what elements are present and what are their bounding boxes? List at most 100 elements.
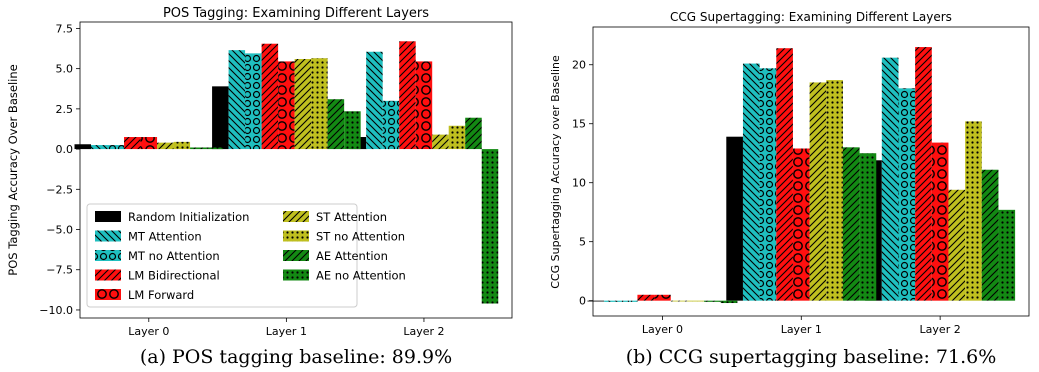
ccg-bar-st-attention-layer-2	[948, 189, 966, 301]
pos-legend-label-mt-no-attention: MT no Attention	[128, 249, 220, 263]
pos-bar-ae-no-attention-layer-1	[344, 111, 361, 150]
pos-y-tick-label: −5.0	[46, 224, 73, 237]
ccg-y-tick-label: 20	[572, 59, 586, 72]
ccg-plot-frame	[592, 26, 1030, 317]
ccg-bar-lm-forward-layer-1	[792, 148, 810, 301]
pos-bar-lm-bidirectional-layer-0	[124, 137, 141, 150]
pos-bar-lm-forward-layer-0	[140, 137, 158, 150]
pos-legend-swatch-st-no-attention	[283, 230, 309, 242]
pos-bar-lm-bidirectional-layer-1	[261, 43, 279, 150]
pos-chart-title: POS Tagging: Examining Different Layers	[163, 6, 429, 21]
pos-y-tick-label: 5.0	[56, 63, 74, 76]
ccg-bar-st-attention-layer-1	[809, 82, 827, 301]
pos-bar-ae-attention-layer-1	[327, 99, 345, 150]
pos-legend-swatch-ae-attention	[283, 250, 309, 261]
pos-bar-mt-no-attention-layer-1	[245, 53, 262, 150]
pos-legend-label-ae-no-attention: AE no Attention	[316, 269, 406, 283]
pos-bar-mt-attention-layer-2	[366, 51, 383, 150]
ccg-bar-st-no-attention-layer-2	[965, 121, 982, 301]
pos-legend-swatch-mt-no-attention	[95, 250, 121, 261]
pos-chart-panel: −10.0−7.5−5.0−2.50.02.55.07.5 Layer 0 Lay…	[6, 6, 513, 338]
ccg-x-tick-label: Layer 1	[781, 323, 822, 336]
ccg-bar-random-initialization-layer-1	[726, 136, 743, 301]
ccg-bar-st-no-attention-layer-1	[826, 80, 843, 301]
pos-bar-ae-no-attention-layer-2	[481, 149, 499, 304]
pos-legend-swatch-lm-forward	[95, 289, 121, 300]
ccg-bar-mt-attention-layer-1	[742, 63, 760, 301]
ccg-bar-mt-no-attention-layer-1	[759, 68, 777, 301]
pos-bar-lm-bidirectional-layer-2	[399, 41, 416, 150]
pos-legend-label-st-attention: ST Attention	[316, 210, 387, 224]
pos-legend-swatch-random-initialization	[95, 211, 121, 222]
ccg-bar-lm-forward-layer-2	[931, 142, 949, 301]
ccg-y-tick-label: 0	[579, 295, 586, 308]
ccg-bar-mt-no-attention-layer-2	[898, 88, 916, 301]
ccg-bar-st-no-attention-layer-0	[687, 300, 705, 302]
pos-x-tick-label: Layer 0	[128, 325, 169, 338]
ccg-bar-mt-no-attention-layer-0	[620, 300, 638, 302]
pos-legend-swatch-ae-no-attention	[283, 269, 309, 281]
pos-legend-label-lm-bidirectional: LM Bidirectional	[128, 269, 220, 283]
pos-legend: Random Initialization MT Attention MT no A…	[86, 203, 406, 308]
ccg-bar-random-initialization-layer-0	[587, 300, 605, 302]
pos-legend-box	[86, 203, 358, 308]
ccg-bar-mt-attention-layer-2	[881, 57, 899, 301]
ccg-chart-title: CCG Supertagging: Examining Different La…	[670, 10, 952, 24]
pos-legend-swatch-st-attention	[283, 211, 309, 222]
ccg-bar-ae-no-attention-layer-2	[998, 209, 1016, 301]
ccg-bar-ae-no-attention-layer-0	[720, 300, 738, 304]
pos-y-ticks: −10.0 −7.5 −5.0 −2.5 0.0 2.5 5.0 7.5	[39, 22, 80, 317]
pos-x-tick-label: Layer 2	[403, 325, 444, 338]
ccg-chart-panel: 0 5 10 15 20 Layer 0 Layer 1 Layer 2 CCG Super…	[549, 10, 1030, 336]
pos-bars	[74, 41, 499, 304]
pos-bar-st-no-attention-layer-1	[311, 58, 328, 150]
ccg-bar-lm-bidirectional-layer-2	[915, 47, 932, 301]
pos-bar-lm-forward-layer-2	[415, 61, 433, 150]
pos-legend-label-lm-forward: LM Forward	[128, 288, 194, 302]
caption-b: (b) CCG supertagging baseline: 71.6%	[626, 346, 997, 368]
caption-a: (a) POS tagging baseline: 89.9%	[140, 346, 452, 368]
ccg-bar-ae-attention-layer-1	[842, 147, 860, 301]
ccg-bar-lm-bidirectional-layer-1	[776, 48, 793, 301]
pos-legend-label-ae-attention: AE Attention	[316, 249, 388, 263]
ccg-y-tick-label: 10	[572, 177, 586, 190]
pos-bar-ae-attention-layer-2	[465, 117, 482, 150]
ccg-bar-ae-attention-layer-2	[981, 169, 999, 301]
ccg-x-tick-label: Layer 2	[920, 323, 961, 336]
pos-bar-ae-attention-layer-0	[190, 147, 207, 150]
pos-bar-st-attention-layer-0	[157, 142, 174, 150]
pos-legend-label-st-no-attention: ST no Attention	[316, 230, 405, 244]
ccg-bar-mt-attention-layer-0	[604, 300, 621, 302]
pos-bar-lm-forward-layer-1	[278, 61, 295, 150]
pos-legend-swatch-lm-bidirectional	[95, 269, 121, 281]
pos-y-tick-label: 0.0	[56, 143, 74, 156]
ccg-bar-ae-no-attention-layer-1	[859, 153, 877, 301]
pos-y-tick-label: −2.5	[46, 183, 73, 196]
pos-y-tick-label: 7.5	[56, 22, 74, 35]
pos-bar-mt-attention-layer-1	[228, 50, 246, 150]
pos-bar-mt-no-attention-layer-0	[107, 145, 125, 150]
ccg-bar-st-attention-layer-0	[670, 300, 688, 302]
pos-bar-mt-no-attention-layer-2	[382, 100, 400, 150]
ccg-bar-lm-bidirectional-layer-0	[637, 294, 655, 301]
ccg-y-tick-label: 15	[572, 118, 586, 131]
pos-y-tick-label: 2.5	[56, 103, 74, 116]
pos-y-tick-label: −7.5	[46, 264, 73, 277]
ccg-bar-lm-forward-layer-0	[654, 294, 671, 301]
pos-legend-label-random-initialization: Random Initialization	[128, 210, 249, 224]
ccg-y-axis-label: CCG Supertagging Accuracy over Baseline	[549, 55, 562, 289]
pos-x-tick-label: Layer 1	[266, 325, 307, 338]
pos-bar-st-attention-layer-1	[294, 59, 312, 150]
pos-y-tick-label: −10.0	[39, 304, 73, 317]
pos-x-ticks: Layer 0 Layer 1 Layer 2	[128, 318, 445, 338]
pos-legend-swatch-mt-attention	[95, 230, 121, 242]
ccg-x-ticks: Layer 0 Layer 1 Layer 2	[642, 316, 961, 336]
pos-plot-frame	[79, 21, 513, 319]
pos-bar-st-attention-layer-2	[432, 134, 449, 150]
pos-bar-st-no-attention-layer-0	[173, 141, 191, 150]
ccg-x-tick-label: Layer 0	[642, 323, 683, 336]
ccg-y-tick-label: 5	[579, 236, 586, 249]
pos-legend-label-mt-attention: MT Attention	[128, 230, 202, 244]
pos-bar-mt-attention-layer-0	[91, 145, 108, 150]
pos-bar-st-no-attention-layer-2	[448, 125, 466, 150]
